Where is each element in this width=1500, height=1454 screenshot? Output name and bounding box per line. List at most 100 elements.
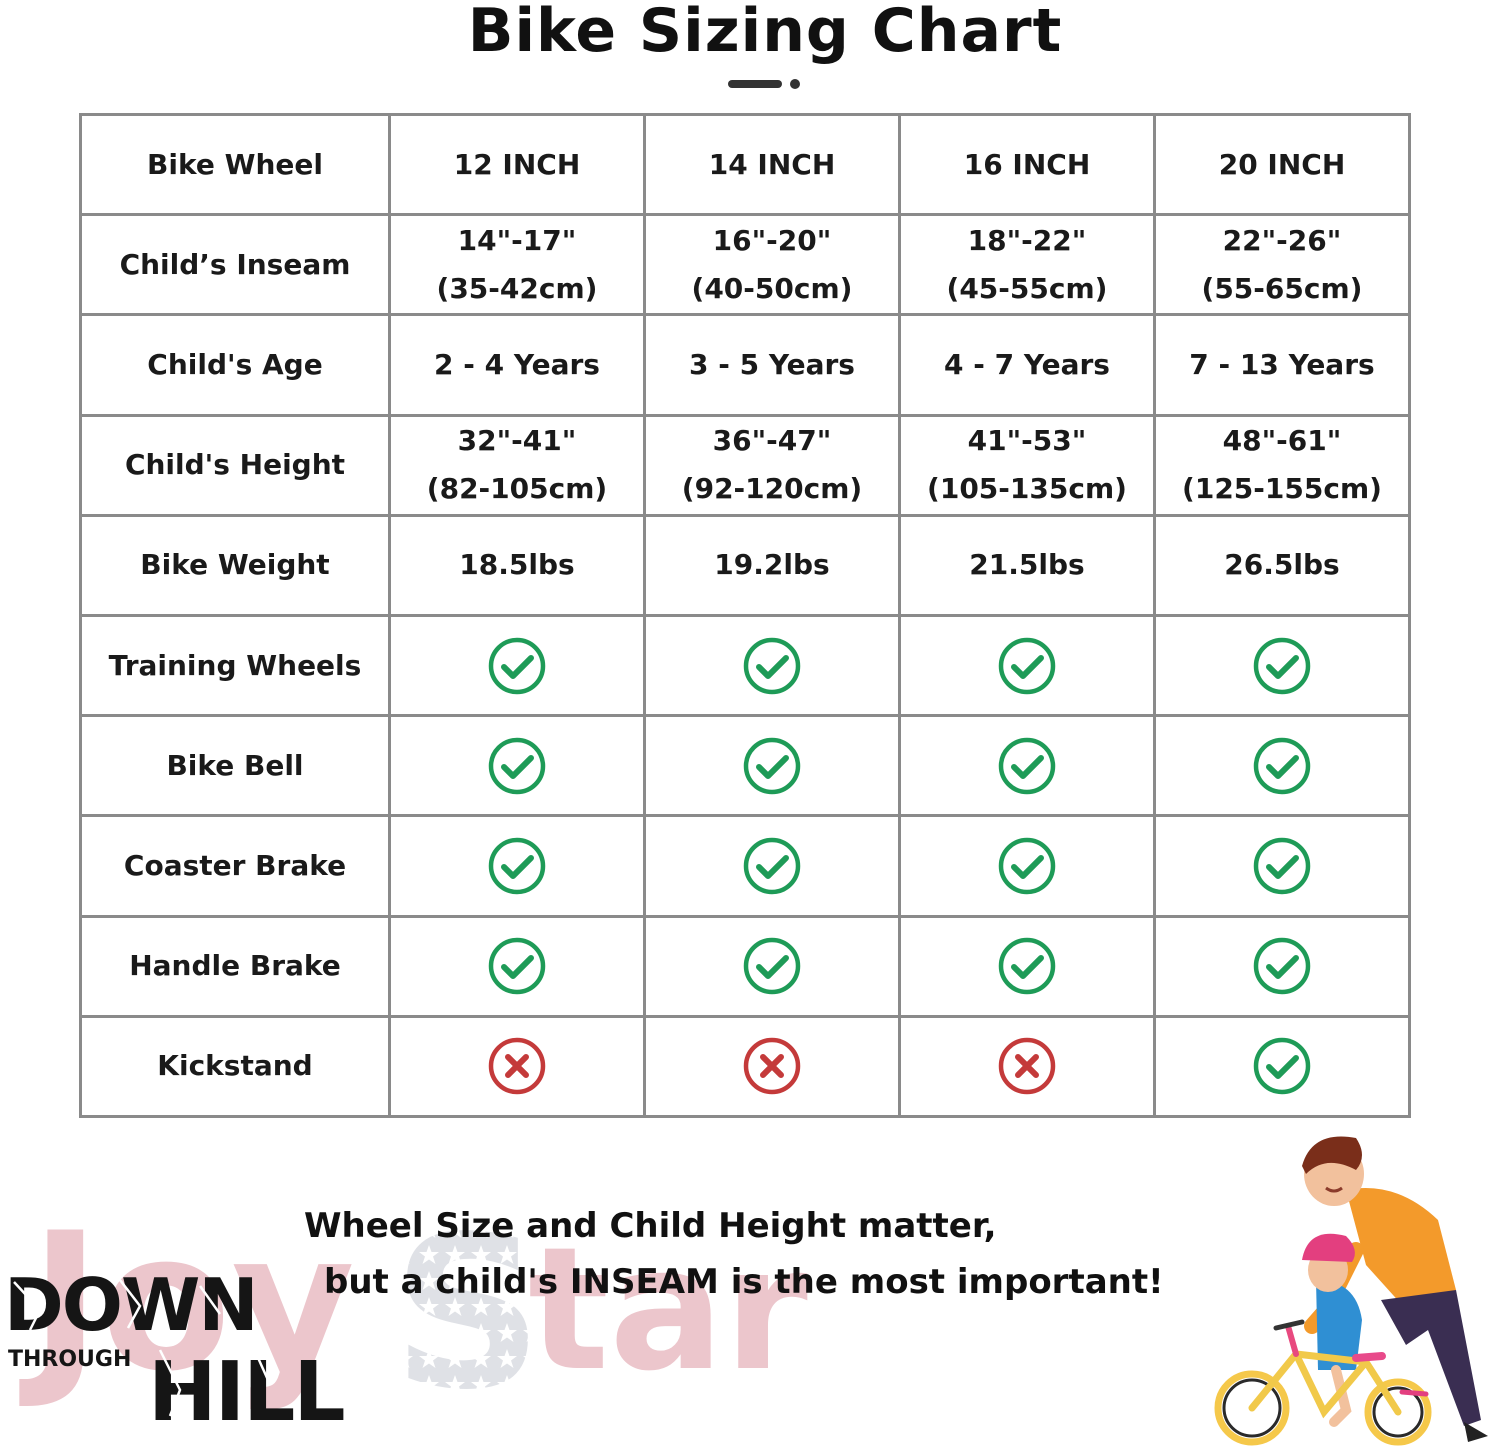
x-circle-icon — [998, 1038, 1056, 1095]
check-circle-icon — [1253, 637, 1311, 694]
table-cell — [898, 714, 1156, 818]
check-circle-icon — [998, 937, 1056, 995]
table-row: Child’s Inseam 14"-17" (35-42cm) 16"-20" (40… — [79, 213, 1411, 317]
cell-value: 18"-22" — [967, 223, 1087, 257]
cell-value: (55-65cm) — [1201, 271, 1363, 305]
check-circle-icon — [743, 937, 801, 995]
row-label: Kickstand — [79, 1014, 391, 1119]
check-circle-icon — [488, 937, 546, 995]
table-cell — [643, 914, 901, 1018]
cell-value: 14 INCH — [708, 147, 836, 181]
cell-value: 4 - 7 Years — [944, 347, 1110, 381]
cell-value: (82-105cm) — [426, 472, 608, 506]
table-cell: 14"-17" (35-42cm) — [388, 213, 646, 317]
table-cell: 4 - 7 Years — [898, 313, 1156, 417]
table-cell: 18"-22" (45-55cm) — [898, 213, 1156, 317]
cell-value: 16"-20" — [712, 223, 832, 257]
table-cell — [1153, 613, 1411, 718]
check-circle-icon — [488, 737, 546, 794]
downhill-logo: DOWN THROUGH HILL — [4, 1263, 346, 1440]
page-title: Bike Sizing Chart — [467, 0, 1063, 66]
slogan-line-2: but a child's INSEAM is the most importa… — [324, 1262, 1164, 1302]
table-cell — [388, 914, 646, 1018]
table-row: Training Wheels — [79, 613, 1411, 718]
table-row: Handle Brake — [79, 914, 1411, 1018]
table-row: Kickstand — [79, 1014, 1411, 1119]
title-underline-decoration — [726, 76, 802, 90]
child-figure — [1302, 1233, 1362, 1427]
table-cell: 3 - 5 Years — [643, 313, 901, 417]
row-label: Bike Bell — [79, 714, 391, 818]
cell-value: 48"-61" — [1222, 424, 1342, 458]
table-cell: 16 INCH — [898, 112, 1156, 217]
joystar-watermark: Joy S tar — [19, 1191, 808, 1436]
row-label: Child’s Inseam — [79, 213, 391, 317]
logo-word-through: THROUGH — [8, 1347, 131, 1372]
table-row: Bike Wheel 12 INCH 14 INCH 16 INCH 20 INCH — [79, 112, 1411, 217]
table-cell: 14 INCH — [643, 112, 901, 217]
table-cell: 20 INCH — [1153, 112, 1411, 217]
row-label: Coaster Brake — [79, 814, 391, 918]
cell-value: 20 INCH — [1218, 147, 1346, 181]
row-label: Child's Age — [79, 313, 391, 417]
watermark-star-letter: S — [392, 1191, 543, 1436]
cell-value: (40-50cm) — [691, 271, 853, 305]
table-cell: 32"-41" (82-105cm) — [388, 413, 646, 517]
underline-dash — [728, 80, 782, 88]
cell-value: (92-120cm) — [681, 472, 863, 506]
cell-value: 32"-41" — [457, 424, 577, 458]
cell-value: 19.2lbs — [714, 548, 830, 582]
cell-value: 14"-17" — [457, 223, 577, 257]
bike-figure — [1214, 1319, 1432, 1446]
x-circle-icon — [488, 1038, 546, 1095]
watermark-text-right: tar — [528, 1211, 808, 1409]
table-cell — [388, 1014, 646, 1119]
cell-value: (105-135cm) — [927, 472, 1127, 506]
check-circle-icon — [1253, 937, 1311, 995]
table-cell: 48"-61" (125-155cm) — [1153, 413, 1411, 517]
table-cell: 18.5lbs — [388, 513, 646, 617]
table-cell — [643, 613, 901, 718]
check-circle-icon — [488, 837, 546, 895]
cell-value: (125-155cm) — [1182, 472, 1382, 506]
row-label: Handle Brake — [79, 914, 391, 1018]
table-cell: 19.2lbs — [643, 513, 901, 617]
table-row: Bike Bell — [79, 714, 1411, 818]
table-cell — [388, 714, 646, 818]
table-cell — [898, 613, 1156, 718]
table-cell — [898, 1014, 1156, 1119]
cell-value: 36"-47" — [712, 424, 832, 458]
check-circle-icon — [1253, 1038, 1311, 1095]
table-cell: 22"-26" (55-65cm) — [1153, 213, 1411, 317]
table-row: Child's Height 32"-41" (82-105cm) 36"-47" (9… — [79, 413, 1411, 517]
table-cell — [643, 714, 901, 818]
table-cell — [898, 914, 1156, 1018]
table-row: Coaster Brake — [79, 814, 1411, 918]
table-cell — [1153, 714, 1411, 818]
check-circle-icon — [743, 637, 801, 694]
logo-word-down: DOWN — [4, 1263, 257, 1347]
table-cell — [1153, 1014, 1411, 1119]
check-circle-icon — [1253, 837, 1311, 895]
check-circle-icon — [1253, 737, 1311, 794]
cell-value: 22"-26" — [1222, 223, 1342, 257]
check-circle-icon — [488, 637, 546, 694]
cell-value: 18.5lbs — [459, 548, 575, 582]
cell-value: 7 - 13 Years — [1189, 347, 1375, 381]
cell-value: 3 - 5 Years — [689, 347, 855, 381]
watermark-text-left: Joy — [19, 1192, 355, 1413]
cell-value: (45-55cm) — [946, 271, 1108, 305]
table-cell: 2 - 4 Years — [388, 313, 646, 417]
table-row: Child's Age 2 - 4 Years 3 - 5 Years 4 - 7 Y… — [79, 313, 1411, 417]
table-cell — [388, 613, 646, 718]
table-cell: 16"-20" (40-50cm) — [643, 213, 901, 317]
slogan-line-1: Wheel Size and Child Height matter, — [304, 1206, 997, 1246]
check-circle-icon — [998, 737, 1056, 794]
cell-value: 2 - 4 Years — [434, 347, 600, 381]
table-cell — [1153, 814, 1411, 918]
cell-value: 41"-53" — [967, 424, 1087, 458]
table-cell: 26.5lbs — [1153, 513, 1411, 617]
table-cell: 7 - 13 Years — [1153, 313, 1411, 417]
x-circle-icon — [743, 1038, 801, 1095]
underline-dot — [790, 79, 800, 89]
